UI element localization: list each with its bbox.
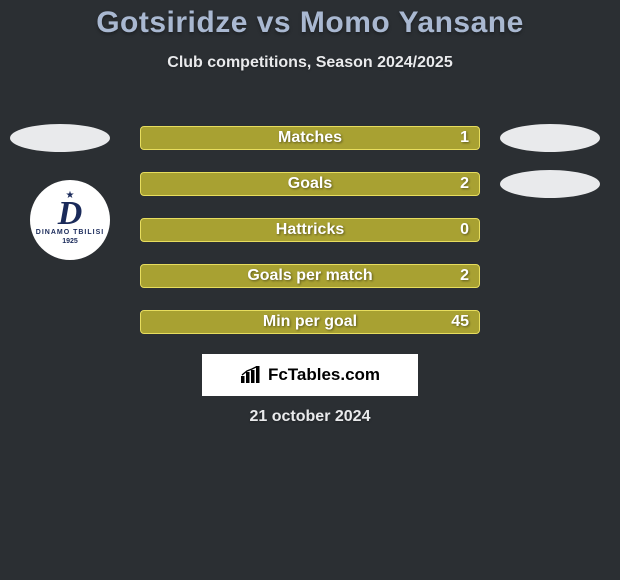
- bar-chart-icon: [240, 366, 262, 384]
- stat-label: Hattricks: [276, 221, 344, 239]
- stat-label: Min per goal: [263, 313, 357, 331]
- footer-date: 21 october 2024: [0, 408, 620, 426]
- badge-year: 1925: [62, 237, 78, 247]
- stat-value: 45: [451, 313, 469, 331]
- page-title: Gotsiridze vs Momo Yansane: [0, 0, 620, 40]
- stat-label: Goals per match: [247, 267, 372, 285]
- stat-row: Goals per match 2: [0, 250, 620, 296]
- left-player-marker: [10, 124, 110, 152]
- badge-club-name: DINAMO TBILISI: [36, 229, 104, 237]
- stat-label: Goals: [288, 175, 332, 193]
- stat-value: 2: [460, 267, 469, 285]
- stat-bar: Matches 1: [140, 126, 480, 150]
- stat-value: 2: [460, 175, 469, 193]
- stat-bar: Goals 2: [140, 172, 480, 196]
- stat-label: Matches: [278, 129, 342, 147]
- right-player-marker: [500, 170, 600, 198]
- page-subtitle: Club competitions, Season 2024/2025: [0, 54, 620, 72]
- comparison-widget: Gotsiridze vs Momo Yansane Club competit…: [0, 0, 620, 580]
- badge-initial: D: [58, 199, 83, 229]
- stat-row: Min per goal 45: [0, 296, 620, 342]
- attribution-text: FcTables.com: [268, 365, 380, 385]
- club-badge: ★ D DINAMO TBILISI 1925: [30, 180, 110, 260]
- stat-bar: Hattricks 0: [140, 218, 480, 242]
- right-player-marker: [500, 124, 600, 152]
- attribution: FcTables.com: [202, 354, 418, 396]
- stat-bar: Min per goal 45: [140, 310, 480, 334]
- stat-bar: Goals per match 2: [140, 264, 480, 288]
- stat-value: 1: [460, 129, 469, 147]
- stat-value: 0: [460, 221, 469, 239]
